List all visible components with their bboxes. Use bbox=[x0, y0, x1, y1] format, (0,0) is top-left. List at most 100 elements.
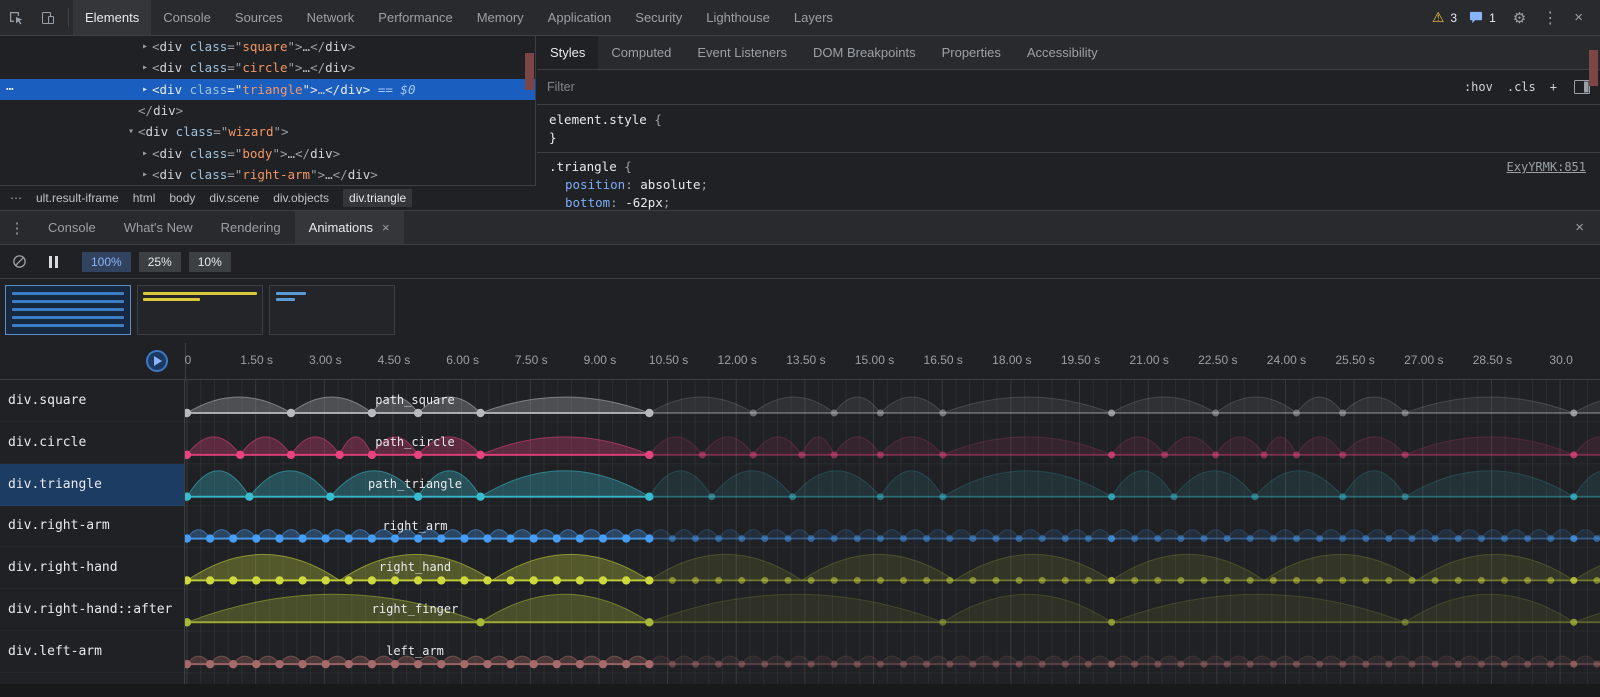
expand-arrow-icon[interactable]: ▾ bbox=[124, 126, 138, 137]
keyframe-dot[interactable] bbox=[476, 618, 484, 626]
close-devtools-icon[interactable]: × bbox=[1569, 9, 1588, 26]
keyframe-dot[interactable] bbox=[298, 576, 306, 584]
dom-node[interactable]: ▸<div class="square">…</div> bbox=[0, 36, 535, 57]
keyframe-dot[interactable] bbox=[322, 576, 330, 584]
keyframe-dot[interactable] bbox=[622, 660, 630, 668]
keyframe-dot[interactable] bbox=[506, 660, 514, 668]
tab-network[interactable]: Network bbox=[295, 0, 367, 35]
keyframe-dot[interactable] bbox=[252, 576, 260, 584]
keyframe-dot[interactable] bbox=[252, 660, 260, 668]
sidebar-pane-toggle-icon[interactable] bbox=[1574, 80, 1590, 94]
tab-security[interactable]: Security bbox=[623, 0, 694, 35]
keyframe-dot[interactable] bbox=[322, 534, 330, 542]
playback-rate-25[interactable]: 25% bbox=[139, 252, 181, 272]
keyframe-dot[interactable] bbox=[414, 660, 422, 668]
keyframe-dot[interactable] bbox=[275, 660, 283, 668]
warning-count[interactable]: 3 bbox=[1450, 11, 1457, 25]
keyframe-dot[interactable] bbox=[476, 493, 484, 501]
keyframe-dot[interactable] bbox=[206, 660, 214, 668]
keyframe-dot[interactable] bbox=[476, 409, 484, 417]
inspect-element-icon[interactable] bbox=[0, 0, 32, 35]
drawer-tab-animations[interactable]: Animations× bbox=[295, 211, 404, 244]
tab-computed[interactable]: Computed bbox=[598, 36, 684, 69]
tab-performance[interactable]: Performance bbox=[366, 0, 464, 35]
keyframe-dot[interactable] bbox=[229, 534, 237, 542]
dom-tree-scrollbar[interactable] bbox=[525, 53, 534, 90]
tab-properties[interactable]: Properties bbox=[929, 36, 1014, 69]
keyframe-dot[interactable] bbox=[368, 409, 376, 417]
dom-node[interactable]: </div> bbox=[0, 100, 535, 121]
keyframe-dot[interactable] bbox=[185, 409, 191, 417]
dom-node[interactable]: ▾<div class="wizard"> bbox=[0, 121, 535, 142]
keyframe-dot[interactable] bbox=[185, 576, 191, 584]
keyframe-dot[interactable] bbox=[483, 660, 491, 668]
keyframe-dot[interactable] bbox=[437, 534, 445, 542]
dom-node[interactable]: ▸<div class="body">…</div> bbox=[0, 142, 535, 163]
keyframe-dot[interactable] bbox=[298, 534, 306, 542]
expand-arrow-icon[interactable]: ▸ bbox=[138, 41, 152, 52]
timeline-row-div-left-arm[interactable]: div.left-arm bbox=[0, 631, 184, 673]
close-drawer-icon[interactable]: × bbox=[1559, 211, 1600, 244]
drawer-tab-what-s-new[interactable]: What's New bbox=[110, 211, 207, 244]
playback-rate-100[interactable]: 100% bbox=[82, 252, 131, 272]
breadcrumb-item-div-triangle[interactable]: div.triangle bbox=[343, 189, 412, 207]
keyframe-dot[interactable] bbox=[185, 618, 191, 626]
keyframe-dot[interactable] bbox=[206, 534, 214, 542]
keyframe-dot[interactable] bbox=[460, 660, 468, 668]
keyframe-dot[interactable] bbox=[622, 576, 630, 584]
toggle-hov[interactable]: :hov bbox=[1464, 80, 1493, 94]
device-toolbar-icon[interactable] bbox=[32, 0, 64, 35]
keyframe-dot[interactable] bbox=[483, 576, 491, 584]
clear-animations-icon[interactable] bbox=[12, 254, 27, 269]
tab-memory[interactable]: Memory bbox=[465, 0, 536, 35]
style-source-link[interactable]: ExyYRMK:851 bbox=[1507, 158, 1586, 176]
keyframe-dot[interactable] bbox=[599, 660, 607, 668]
close-tab-icon[interactable]: × bbox=[382, 220, 390, 235]
pause-animations-icon[interactable] bbox=[49, 256, 58, 268]
keyframe-dot[interactable] bbox=[414, 409, 422, 417]
keyframe-dot[interactable] bbox=[622, 534, 630, 542]
expand-arrow-icon[interactable]: ▸ bbox=[138, 169, 152, 180]
replay-animation-button[interactable] bbox=[146, 350, 168, 372]
node-menu-icon[interactable]: ⋯ bbox=[6, 82, 14, 97]
expand-arrow-icon[interactable]: ▸ bbox=[138, 148, 152, 159]
keyframe-dot[interactable] bbox=[391, 534, 399, 542]
style-property[interactable]: bottom: -62px; bbox=[537, 194, 1600, 210]
styles-filter-input[interactable] bbox=[547, 80, 747, 94]
breadcrumb-item-body[interactable]: body bbox=[169, 191, 195, 205]
issues-icon[interactable] bbox=[1469, 11, 1483, 24]
dom-node[interactable]: ▸<div class="right-arm">…</div> bbox=[0, 164, 535, 185]
keyframe-dot[interactable] bbox=[275, 534, 283, 542]
more-options-icon[interactable]: ⋮ bbox=[1537, 8, 1563, 28]
keyframe-dot[interactable] bbox=[460, 534, 468, 542]
breadcrumb-item-ult-result-iframe[interactable]: ult.result-iframe bbox=[36, 191, 119, 205]
tab-accessibility[interactable]: Accessibility bbox=[1014, 36, 1111, 69]
keyframe-dot[interactable] bbox=[530, 534, 538, 542]
keyframe-dot[interactable] bbox=[414, 534, 422, 542]
timeline-row-div-square[interactable]: div.square bbox=[0, 380, 184, 422]
style-rule-selector[interactable]: element.style bbox=[549, 112, 647, 127]
timeline-row-div-right-arm[interactable]: div.right-arm bbox=[0, 506, 184, 548]
timeline-row-div-right-hand[interactable]: div.right-hand bbox=[0, 547, 184, 589]
keyframe-dot[interactable] bbox=[414, 576, 422, 584]
keyframe-dot[interactable] bbox=[530, 576, 538, 584]
animation-group-preview-3[interactable] bbox=[269, 285, 395, 335]
tab-sources[interactable]: Sources bbox=[223, 0, 295, 35]
keyframe-dot[interactable] bbox=[368, 534, 376, 542]
keyframe-dot[interactable] bbox=[391, 576, 399, 584]
drawer-tab-rendering[interactable]: Rendering bbox=[207, 211, 295, 244]
keyframe-dot[interactable] bbox=[206, 576, 214, 584]
settings-gear-icon[interactable]: ⚙ bbox=[1508, 9, 1531, 27]
keyframe-dot[interactable] bbox=[476, 451, 484, 459]
keyframe-dot[interactable] bbox=[483, 534, 491, 542]
keyframe-dot[interactable] bbox=[391, 660, 399, 668]
animation-group-preview-2[interactable] bbox=[137, 285, 263, 335]
timeline-row-div-circle[interactable]: div.circle bbox=[0, 422, 184, 464]
tab-application[interactable]: Application bbox=[536, 0, 624, 35]
keyframe-dot[interactable] bbox=[298, 660, 306, 668]
keyframe-dot[interactable] bbox=[326, 493, 334, 501]
keyframe-dot[interactable] bbox=[437, 576, 445, 584]
keyframe-dot[interactable] bbox=[345, 534, 353, 542]
keyframe-dot[interactable] bbox=[287, 451, 295, 459]
keyframe-dot[interactable] bbox=[414, 451, 422, 459]
